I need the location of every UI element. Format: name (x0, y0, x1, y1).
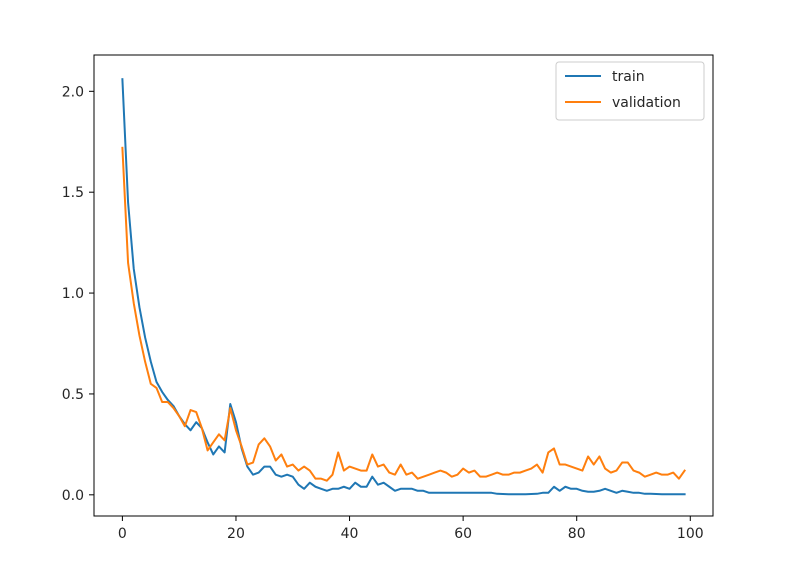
x-tick-label: 20 (227, 526, 245, 542)
y-tick-label: 0.0 (62, 488, 84, 504)
plot-background (94, 55, 713, 516)
x-axis: 0 20 40 60 80 100 (118, 516, 704, 542)
y-tick-label: 0.5 (62, 387, 84, 403)
x-tick-label: 80 (568, 526, 586, 542)
series-layer (121, 78, 687, 496)
series-line-validation (121, 146, 687, 482)
x-tick-label: 60 (454, 526, 472, 542)
x-tick-label: 100 (677, 526, 704, 542)
y-tick-label: 1.0 (62, 286, 84, 302)
legend-label-validation: validation (612, 95, 681, 111)
legend: train validation (555, 61, 705, 121)
y-tick-label: 2.0 (62, 84, 84, 100)
x-tick-label: 0 (118, 526, 127, 542)
series-line-train (121, 78, 686, 496)
legend-label-train: train (612, 69, 645, 85)
x-tick-label: 40 (341, 526, 359, 542)
plot-frame (93, 54, 714, 517)
y-axis: 0.0 0.5 1.0 1.5 2.0 (62, 84, 94, 504)
y-tick-label: 1.5 (62, 185, 84, 201)
